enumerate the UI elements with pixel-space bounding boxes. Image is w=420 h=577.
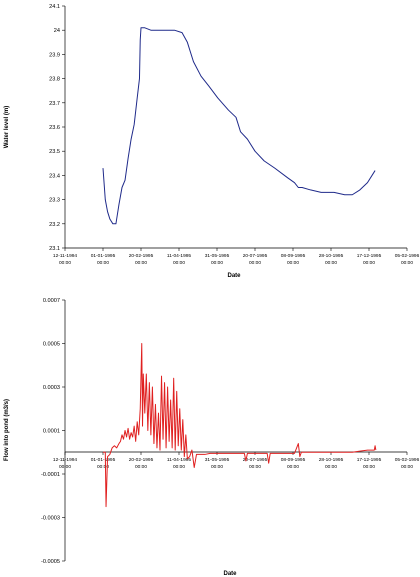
x-tick-label-time: 00:00: [173, 260, 185, 266]
y-tick-label: 23.2: [49, 222, 60, 228]
x-tick-label-date: 17-12-1995: [357, 253, 382, 259]
x-tick-label-date: 20-07-1995: [243, 253, 268, 259]
y-tick-label: -0.0005: [41, 559, 60, 565]
x-tick-label-date: 08-09-1995: [281, 253, 306, 259]
y-ticks-top: 24.1 24 23.9 23.8 23.7 23.6 23.5 23.4 23.3 23.2 23…: [49, 4, 65, 252]
x-tick-label-time: 00:00: [211, 464, 223, 470]
x-tick-label-date: 28-10-1995: [319, 457, 344, 463]
x-tick-label-time: 00:00: [363, 260, 375, 266]
x-tick-label-date: 05-02-1996: [395, 253, 420, 259]
x-tick-label-date: 31-05-1995: [205, 253, 230, 259]
x-tick-label-time: 00:00: [287, 464, 299, 470]
y-tick-label: 0.0001: [43, 429, 60, 435]
x-tick-label-date: 01-01-1995: [91, 253, 116, 259]
y-tick-label: 24: [54, 28, 60, 34]
x-tick-label-date: 20-07-1995: [243, 457, 268, 463]
x-ticks-top: 12-11-199400:0001-01-199500:0020-02-1995…: [53, 248, 420, 266]
y-tick-label: 23.4: [49, 173, 60, 179]
series-line-flow: [103, 343, 377, 508]
x-tick-label-time: 00:00: [59, 464, 71, 470]
x-tick-label-time: 00:00: [173, 464, 185, 470]
x-tick-label-time: 00:00: [211, 260, 223, 266]
y-tick-label: 23.1: [49, 246, 60, 252]
x-tick-label-date: 20-02-1995: [129, 457, 154, 463]
x-tick-label-date: 11-04-1995: [167, 457, 192, 463]
x-tick-label-date: 17-12-1995: [357, 457, 382, 463]
y-tick-label: -0.0001: [41, 472, 60, 478]
x-tick-label-time: 00:00: [363, 464, 375, 470]
y-tick-label: 0.0007: [43, 298, 60, 304]
water-level-chart: 24.1 24 23.9 23.8 23.7 23.6 23.5 23.4 23.3 23.2 23…: [4, 4, 420, 279]
y-axis-title-top: Water level (m): [4, 106, 10, 148]
x-tick-label-time: 00:00: [249, 464, 261, 470]
x-tick-label-time: 00:00: [325, 260, 337, 266]
x-tick-label-date: 05-02-1996: [395, 457, 420, 463]
y-tick-label: 23.8: [49, 77, 60, 83]
x-tick-label-time: 00:00: [59, 260, 71, 266]
y-ticks-bottom: 0.0007 0.0005 0.0003 0.0001 -0.0001 -0.0003 -0…: [41, 298, 65, 565]
x-tick-label-time: 00:00: [97, 260, 109, 266]
y-tick-label: 23.5: [49, 149, 60, 155]
y-tick-label: 0.0003: [43, 385, 60, 391]
x-tick-label-time: 00:00: [325, 464, 337, 470]
x-tick-label-time: 00:00: [249, 260, 261, 266]
y-tick-label: 23.3: [49, 198, 60, 204]
x-tick-label-date: 08-09-1995: [281, 457, 306, 463]
x-tick-label-date: 12-11-1994: [53, 457, 78, 463]
y-tick-label: 23.7: [49, 101, 60, 107]
x-tick-label-time: 00:00: [97, 464, 109, 470]
x-axis-title-top: Date: [227, 273, 241, 279]
x-tick-label-time: 00:00: [135, 260, 147, 266]
y-tick-label: -0.0003: [41, 516, 60, 522]
x-tick-label-time: 00:00: [401, 260, 413, 266]
x-tick-label-date: 12-11-1994: [53, 253, 78, 259]
x-tick-label-date: 11-04-1995: [167, 253, 192, 259]
y-tick-label: 0.0005: [43, 342, 60, 348]
flow-chart: 0.0007 0.0005 0.0003 0.0001 -0.0001 -0.0003 -0…: [4, 298, 420, 577]
x-tick-label-date: 20-02-1995: [129, 253, 154, 259]
series-line-water-level: [102, 27, 376, 225]
x-tick-label-date: 28-10-1995: [319, 253, 344, 259]
y-tick-label: 24.1: [49, 4, 60, 10]
x-tick-label-date: 01-01-1995: [91, 457, 116, 463]
x-tick-label-time: 00:00: [401, 464, 413, 470]
x-axis-title-bottom: Date: [223, 571, 237, 577]
y-axis-title-bottom: Flow into pond (m3/s): [4, 399, 10, 461]
x-ticks-bottom: 12-11-199400:0001-01-199500:0020-02-1995…: [53, 452, 420, 470]
y-tick-label: 23.6: [49, 125, 60, 131]
x-tick-label-time: 00:00: [135, 464, 147, 470]
y-tick-label: 23.9: [49, 52, 60, 58]
x-tick-label-date: 31-05-1995: [205, 457, 230, 463]
x-tick-label-time: 00:00: [287, 260, 299, 266]
